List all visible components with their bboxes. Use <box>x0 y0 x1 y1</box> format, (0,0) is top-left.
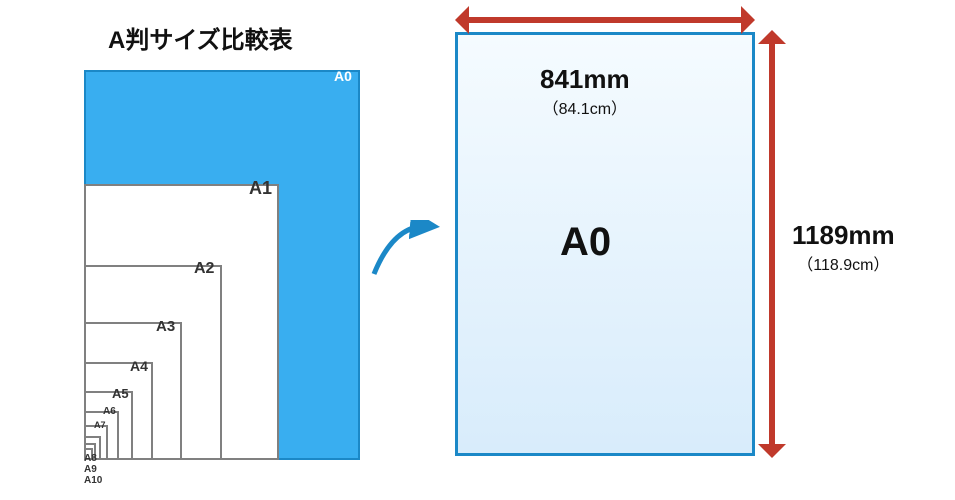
width-main: 841mm <box>540 64 630 94</box>
overflow-label-a8: A8 <box>84 453 97 465</box>
nested-size-chart: A0 A1 A2 A3 A4A5 A6 A7 <box>84 60 374 460</box>
width-dimension-label: 841mm （84.1cm） <box>540 64 630 119</box>
size-label-a0: A0 <box>334 68 352 84</box>
overflow-label-a9: A9 <box>84 464 97 476</box>
height-dimension-label: 1189mm （118.9cm） <box>792 220 895 275</box>
overflow-label-a10: A10 <box>84 475 102 487</box>
size-label-a1: A1 <box>249 178 272 199</box>
size-label-a7: A7 <box>94 420 106 430</box>
size-label-a3: A3 <box>156 318 175 335</box>
width-dimension-arrow <box>455 4 755 36</box>
size-label-a5: A5 <box>112 386 129 401</box>
size-label-a4: A4 <box>130 358 148 374</box>
height-dimension-arrow <box>756 30 788 458</box>
chart-title: A判サイズ比較表 <box>108 20 293 55</box>
size-label-a2: A2 <box>194 260 214 278</box>
height-main: 1189mm <box>792 220 895 250</box>
width-sub: （84.1cm） <box>540 95 630 119</box>
connector-arrow <box>370 220 440 280</box>
size-label-a6: A6 <box>103 406 116 417</box>
a0-large-label: A0 <box>560 220 611 265</box>
height-sub: （118.9cm） <box>792 251 895 275</box>
